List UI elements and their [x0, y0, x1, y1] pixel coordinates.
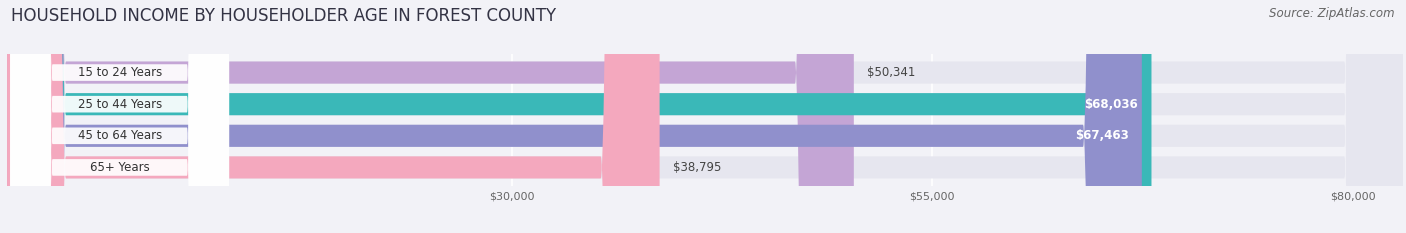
FancyBboxPatch shape	[7, 0, 659, 233]
FancyBboxPatch shape	[7, 0, 1152, 233]
Text: HOUSEHOLD INCOME BY HOUSEHOLDER AGE IN FOREST COUNTY: HOUSEHOLD INCOME BY HOUSEHOLDER AGE IN F…	[11, 7, 557, 25]
FancyBboxPatch shape	[10, 0, 229, 233]
Text: 45 to 64 Years: 45 to 64 Years	[77, 129, 162, 142]
FancyBboxPatch shape	[10, 0, 229, 233]
Text: $38,795: $38,795	[673, 161, 721, 174]
FancyBboxPatch shape	[7, 0, 1403, 233]
Text: $68,036: $68,036	[1084, 98, 1137, 111]
FancyBboxPatch shape	[7, 0, 1403, 233]
Text: 65+ Years: 65+ Years	[90, 161, 149, 174]
FancyBboxPatch shape	[10, 0, 229, 233]
Text: Source: ZipAtlas.com: Source: ZipAtlas.com	[1270, 7, 1395, 20]
Text: 25 to 44 Years: 25 to 44 Years	[77, 98, 162, 111]
FancyBboxPatch shape	[7, 0, 853, 233]
FancyBboxPatch shape	[7, 0, 1142, 233]
Text: $67,463: $67,463	[1074, 129, 1129, 142]
Text: $50,341: $50,341	[868, 66, 915, 79]
FancyBboxPatch shape	[7, 0, 1403, 233]
FancyBboxPatch shape	[10, 0, 229, 233]
FancyBboxPatch shape	[7, 0, 1403, 233]
Text: 15 to 24 Years: 15 to 24 Years	[77, 66, 162, 79]
